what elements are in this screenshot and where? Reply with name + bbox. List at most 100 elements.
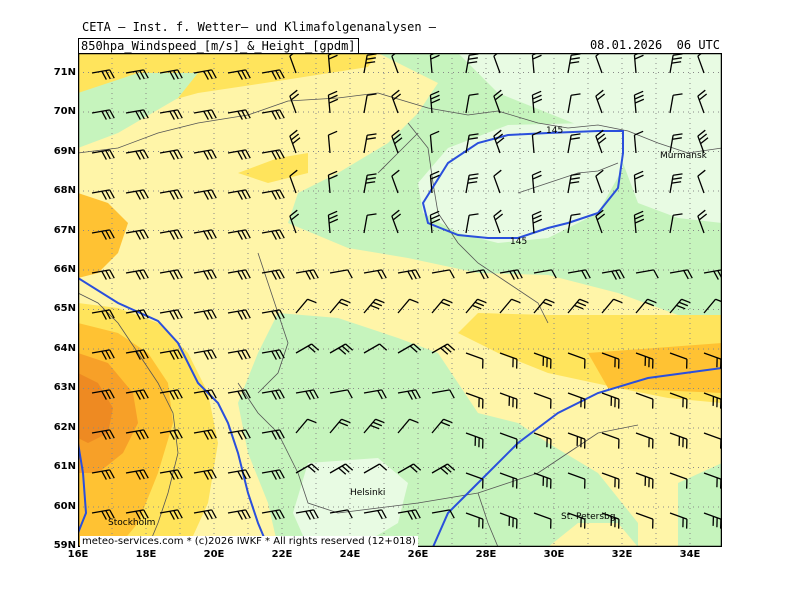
wind-barb [633,90,645,114]
wind-speed-map: 145 145 [78,53,722,547]
wind-barb [499,392,518,409]
wind-barb [531,53,542,74]
wind-barb [391,169,400,194]
wind-barb [125,349,149,360]
wind-barb [329,389,353,399]
wind-barb [697,129,709,154]
wind-barb [635,472,654,489]
wind-barb [697,89,708,114]
wind-barb [327,90,339,114]
lon-label-32e: 32E [611,549,633,560]
wind-barb [91,189,115,200]
wind-barb [533,352,552,369]
wind-barb [125,269,149,280]
wind-barb [227,69,251,80]
lat-label-64n: 64N [53,343,76,354]
wind-barb [193,189,217,200]
wind-barb [261,309,285,320]
lat-label-68n: 68N [53,185,76,196]
wind-barb [397,389,421,400]
contour-label-south: 145 [510,237,527,247]
wind-barb [125,149,149,160]
map-parameter-label: 850hpa_Windspeed_[m/s]_&_Height_[gpdm] [78,38,359,54]
coastlines [78,92,722,547]
wind-barb [289,129,301,154]
wind-barb [533,269,557,279]
wind-barb [261,229,285,240]
wind-barb [669,472,688,489]
wind-barb [125,389,149,400]
wind-barb [499,352,518,369]
wind-barb [363,389,387,400]
city-label-murmansk: Murmansk [660,151,707,161]
lat-label-65n: 65N [53,303,76,314]
wind-barb [261,509,285,520]
wind-barb [91,109,115,120]
wind-barb [261,429,285,440]
wind-barb [493,129,505,154]
lat-label-59n: 59N [53,540,76,551]
wind-barb [363,418,385,434]
wind-barb [125,429,149,440]
wind-barb [703,392,722,409]
wind-barb [567,512,586,529]
wind-barb [669,269,693,280]
wind-barb [635,512,654,529]
wind-barb [363,269,387,280]
lon-label-28e: 28E [475,549,497,560]
wind-barb [91,229,115,240]
wind-barb [635,298,657,314]
wind-barb [567,269,591,280]
wind-barb [329,269,353,279]
wind-barb [567,472,586,489]
west-jet-core [78,373,113,443]
lon-label-22e: 22E [271,549,293,560]
wind-barb [193,229,217,240]
wind-barb [697,209,708,234]
wind-barb [465,298,487,314]
wind-barb [633,53,644,74]
wind-barb [429,170,440,194]
wind-barb [533,432,552,449]
wind-barb [363,343,388,354]
wind-barb [635,269,659,279]
wind-barb [329,463,354,475]
wind-barb [703,432,722,449]
lat-label-66n: 66N [53,264,76,275]
wind-barb [601,432,620,449]
wind-barb [295,509,319,520]
wind-barb [397,269,421,280]
wind-barb [329,298,351,314]
wind-barb [697,53,706,74]
wind-barb [567,53,581,74]
wind-barb [391,209,402,234]
wind-barb [261,269,285,280]
wind-barb [227,229,251,240]
map-title: CETA – Inst. f. Wetter– und Klimafolgena… [82,20,437,34]
wind-barb [391,89,402,114]
wind-barb [363,173,377,194]
wind-barb [125,109,149,120]
wind-barb [125,229,149,240]
lon-label-26e: 26E [407,549,429,560]
wind-barb [159,389,183,400]
wind-barb [261,389,285,400]
wind-barb [289,53,298,74]
lat-label-62n: 62N [53,422,76,433]
wind-barb [465,213,479,234]
wind-barb [125,189,149,200]
wind-barb [397,418,419,434]
wind-barb [289,89,300,114]
wind-barb [391,129,403,154]
wind-barb [669,432,688,449]
wind-barb [595,89,606,114]
wind-barb [261,349,285,360]
wind-barb [295,418,317,434]
wind-barb [465,432,484,449]
southeast-calm-patch [678,463,722,547]
wind-barb [261,149,285,160]
wind-barb [431,418,453,434]
wind-barb [531,170,542,194]
wind-barb [159,69,183,80]
wind-barb [531,130,542,154]
